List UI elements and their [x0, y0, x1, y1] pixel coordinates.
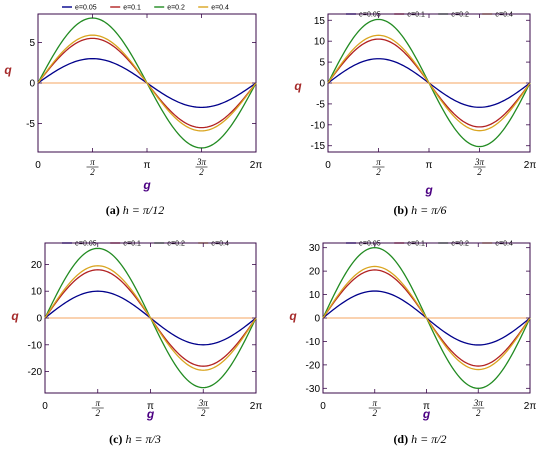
- y-axis-label: q: [289, 309, 297, 323]
- x-tick-label: 0: [35, 160, 41, 171]
- y-tick-label: 30: [309, 243, 321, 254]
- svg-text:2: 2: [476, 408, 481, 418]
- x-tick-label: π2π/2: [86, 157, 99, 177]
- panel-caption: (d) h = π/2: [393, 432, 446, 446]
- x-tick-label: 3π23π/2: [472, 398, 485, 418]
- panel-caption: (a) h = π/12: [106, 203, 164, 217]
- legend-entry: e=0.4: [495, 12, 513, 19]
- y-tick-label: -30: [306, 384, 321, 395]
- y-axis-label: q: [11, 309, 19, 323]
- y-tick-label: -10: [28, 340, 43, 351]
- y-tick-label: -10: [306, 337, 321, 348]
- legend-entry: e=0.2: [167, 5, 185, 12]
- legend-entry: e=0.1: [407, 241, 425, 248]
- y-tick-label: 0: [36, 314, 42, 325]
- svg-text:2: 2: [376, 167, 381, 177]
- series-line: [327, 34, 531, 132]
- y-tick-label: 0: [314, 314, 320, 325]
- x-tick-label: 3π23π/2: [197, 398, 210, 418]
- x-axis-label: g: [142, 178, 151, 192]
- x-tick-label: 0: [42, 401, 48, 412]
- y-tick-label: 10: [31, 287, 43, 298]
- legend-entry: e=0.1: [407, 12, 425, 19]
- legend-entry: e=0.1: [123, 5, 141, 12]
- x-axis-label: g: [422, 407, 431, 421]
- chart-panel-2: e=0.05 e=0.1 e=0.2 e=0.4 -15 -10 -5 0 5 10 15 0 π2π/…: [294, 12, 536, 218]
- y-tick-label: -10: [311, 120, 326, 131]
- legend-entry: e=0.05: [75, 5, 97, 12]
- svg-text:3π: 3π: [196, 157, 207, 167]
- y-tick-label: 10: [314, 37, 326, 48]
- svg-text:2: 2: [201, 408, 206, 418]
- svg-text:2: 2: [96, 408, 101, 418]
- legend: e=0.05 e=0.1 e=0.2 e=0.4: [346, 12, 513, 19]
- x-tick-label: π: [147, 401, 154, 412]
- svg-text:π: π: [90, 157, 95, 167]
- x-axis-label: g: [424, 183, 433, 197]
- series-line: [322, 265, 531, 371]
- x-tick-label: π2π/2: [368, 398, 381, 418]
- svg-text:π: π: [376, 157, 381, 167]
- x-axis-label: g: [146, 407, 155, 421]
- y-tick-label: -20: [28, 367, 43, 378]
- x-tick-label: π: [423, 401, 430, 412]
- legend-entry: e=0.4: [495, 241, 513, 248]
- x-tick-label: π: [426, 160, 433, 171]
- x-tick-label: π2π/2: [372, 157, 385, 177]
- svg-text:2: 2: [477, 167, 482, 177]
- y-tick-label: 0: [29, 79, 35, 90]
- x-tick-label: 0: [320, 401, 326, 412]
- panel-caption: (c) h = π/3: [109, 432, 161, 446]
- x-tick-label: 0: [325, 160, 331, 171]
- y-tick-label: 5: [319, 58, 325, 69]
- legend-entry: e=0.2: [167, 241, 185, 248]
- panel-caption: (b) h = π/6: [393, 203, 446, 217]
- legend: e=0.05 e=0.1 e=0.2 e=0.4: [62, 241, 229, 248]
- x-tick-label: 2π: [524, 401, 537, 412]
- y-axis-label: q: [4, 63, 12, 77]
- y-axis-label: q: [294, 79, 302, 93]
- series-line: [44, 265, 257, 371]
- legend-entry: e=0.2: [451, 12, 469, 19]
- series-line: [37, 34, 257, 132]
- x-tick-label: 2π: [524, 160, 537, 171]
- legend-entry: e=0.2: [451, 241, 469, 248]
- legend-entry: e=0.1: [123, 241, 141, 248]
- y-tick-label: -5: [26, 119, 35, 130]
- svg-text:π: π: [95, 398, 100, 408]
- x-tick-label: 3π23π/2: [195, 157, 208, 177]
- svg-text:2: 2: [373, 408, 378, 418]
- legend: e=0.05 e=0.1 e=0.2 e=0.4: [62, 5, 229, 12]
- y-tick-label: 0: [319, 79, 325, 90]
- legend-entry: e=0.4: [211, 5, 229, 12]
- y-tick-label: -15: [311, 141, 326, 152]
- x-tick-label: π: [144, 160, 151, 171]
- svg-text:3π: 3π: [474, 157, 485, 167]
- x-tick-label: 2π: [250, 401, 263, 412]
- legend: e=0.05 e=0.1 e=0.2 e=0.4: [346, 241, 513, 248]
- y-tick-label: 10: [309, 290, 321, 301]
- svg-text:3π: 3π: [198, 398, 209, 408]
- legend-entry: e=0.05: [75, 241, 97, 248]
- y-tick-label: 15: [314, 16, 326, 27]
- svg-text:2: 2: [90, 167, 95, 177]
- x-tick-label: 2π: [250, 160, 263, 171]
- x-tick-label: 3π23π/2: [473, 157, 486, 177]
- y-tick-label: -20: [306, 360, 321, 371]
- svg-text:3π: 3π: [473, 398, 484, 408]
- legend-entry: e=0.4: [211, 241, 229, 248]
- legend-entry: e=0.05: [359, 241, 381, 248]
- y-tick-label: 20: [309, 267, 321, 278]
- svg-text:π: π: [372, 398, 377, 408]
- svg-text:2: 2: [199, 167, 204, 177]
- x-tick-label: π2π/2: [91, 398, 104, 418]
- y-tick-label: 5: [29, 38, 35, 49]
- legend-entry: e=0.05: [359, 12, 381, 19]
- y-tick-label: -5: [316, 99, 325, 110]
- y-tick-label: 20: [31, 260, 43, 271]
